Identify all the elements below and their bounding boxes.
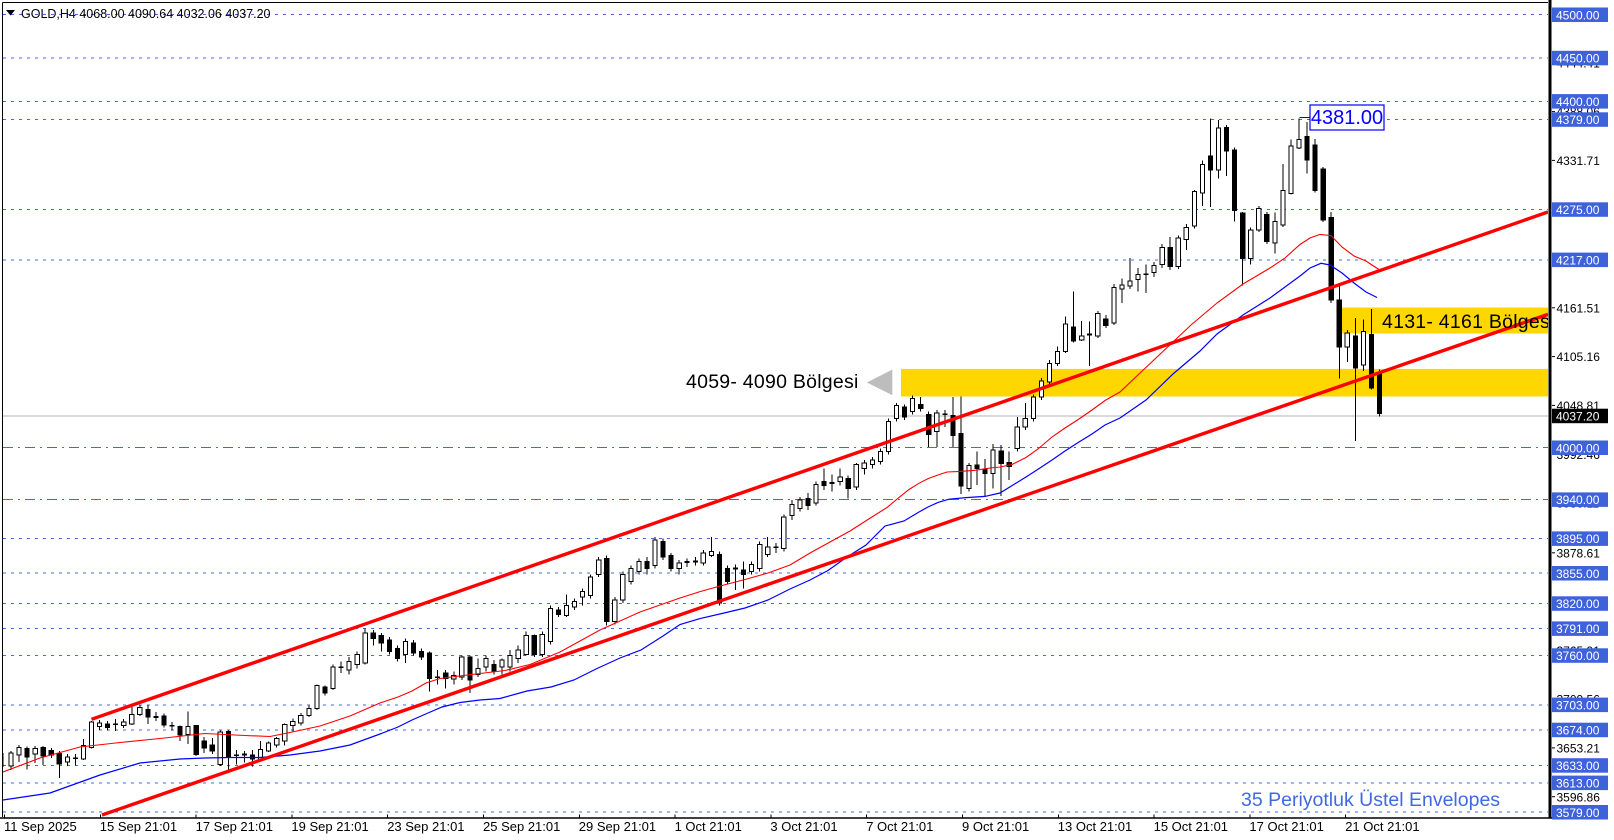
svg-text:4400.00: 4400.00 — [1556, 95, 1600, 109]
svg-text:3820.00: 3820.00 — [1556, 597, 1600, 611]
svg-text:4275.00: 4275.00 — [1556, 203, 1600, 217]
svg-text:4105.16: 4105.16 — [1557, 350, 1601, 364]
svg-text:25 Sep 21:01: 25 Sep 21:01 — [483, 819, 560, 834]
svg-text:11 Sep 2025: 11 Sep 2025 — [4, 819, 77, 834]
svg-text:23 Sep 21:01: 23 Sep 21:01 — [387, 819, 464, 834]
svg-text:3633.00: 3633.00 — [1556, 759, 1600, 773]
svg-text:1 Oct 21:01: 1 Oct 21:01 — [675, 819, 742, 834]
svg-text:15 Sep 21:01: 15 Sep 21:01 — [100, 819, 177, 834]
svg-text:4331.71: 4331.71 — [1557, 154, 1601, 168]
svg-text:4059- 4090 Bölgesi: 4059- 4090 Bölgesi — [686, 371, 859, 393]
svg-text:9 Oct 21:01: 9 Oct 21:01 — [962, 819, 1029, 834]
svg-text:3791.00: 3791.00 — [1556, 622, 1600, 636]
svg-text:3653.21: 3653.21 — [1557, 742, 1601, 756]
svg-text:15 Oct 21:01: 15 Oct 21:01 — [1154, 819, 1228, 834]
svg-text:17 Oct 21:01: 17 Oct 21:01 — [1249, 819, 1323, 834]
svg-text:4379.00: 4379.00 — [1556, 113, 1600, 127]
svg-text:29 Sep 21:01: 29 Sep 21:01 — [579, 819, 656, 834]
svg-text:4381.00: 4381.00 — [1311, 107, 1383, 129]
svg-text:4131- 4161 Bölgesi: 4131- 4161 Bölgesi — [1382, 311, 1555, 333]
svg-text:3878.61: 3878.61 — [1557, 546, 1601, 560]
svg-text:4161.51: 4161.51 — [1557, 301, 1601, 315]
svg-text:35 Periyotluk Üstel Envelopes: 35 Periyotluk Üstel Envelopes — [1241, 789, 1500, 811]
svg-text:3895.00: 3895.00 — [1556, 532, 1600, 546]
svg-text:3855.00: 3855.00 — [1556, 567, 1600, 581]
svg-text:4217.00: 4217.00 — [1556, 253, 1600, 267]
svg-text:17 Sep 21:01: 17 Sep 21:01 — [196, 819, 273, 834]
svg-text:3579.00: 3579.00 — [1556, 806, 1600, 820]
svg-text:21 Oct 21:01: 21 Oct 21:01 — [1345, 819, 1419, 834]
svg-text:13 Oct 21:01: 13 Oct 21:01 — [1058, 819, 1132, 834]
svg-text:3613.00: 3613.00 — [1556, 776, 1600, 790]
svg-text:3703.00: 3703.00 — [1556, 698, 1600, 712]
svg-text:3674.00: 3674.00 — [1556, 724, 1600, 738]
svg-text:3 Oct 21:01: 3 Oct 21:01 — [770, 819, 837, 834]
svg-text:GOLD,H4 4068.00 4090.64 4032.: GOLD,H4 4068.00 4090.64 4032.06 4037.20 — [21, 7, 271, 21]
svg-text:4000.00: 4000.00 — [1556, 441, 1600, 455]
svg-text:3940.00: 3940.00 — [1556, 493, 1600, 507]
svg-text:19 Sep 21:01: 19 Sep 21:01 — [291, 819, 368, 834]
svg-text:4500.00: 4500.00 — [1556, 8, 1600, 22]
svg-text:3596.86: 3596.86 — [1557, 790, 1601, 804]
svg-text:7 Oct 21:01: 7 Oct 21:01 — [866, 819, 933, 834]
svg-text:4450.00: 4450.00 — [1556, 52, 1600, 66]
svg-text:4037.20: 4037.20 — [1556, 410, 1600, 424]
svg-text:3760.00: 3760.00 — [1556, 649, 1600, 663]
